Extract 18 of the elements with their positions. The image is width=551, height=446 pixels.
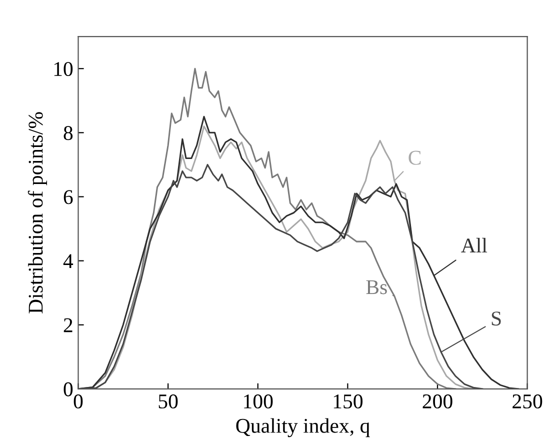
y-tick-label: 2 [64,318,72,332]
y-tick-label: 8 [64,126,73,140]
y-tick-label: 4 [63,254,74,268]
x-axis-title: Quality index, q [236,418,370,438]
series-label: All [461,238,488,252]
x-tick-label: 150 [334,394,363,408]
x-tick-label: 250 [512,394,542,408]
series-label: Bs [366,280,387,294]
x-tick-label: 100 [244,394,273,408]
y-tick-label: 0 [64,382,73,396]
y-tick-label: 6 [64,190,73,204]
series-label: C [408,150,421,165]
x-tick-label: 200 [422,394,452,408]
x-tick-label: 50 [158,394,178,408]
text: S [492,312,501,326]
y-axis-title: Distribution of points/% [28,112,47,314]
y-tick-label: 10 [54,62,73,76]
x-tick-label: 0 [74,394,83,408]
